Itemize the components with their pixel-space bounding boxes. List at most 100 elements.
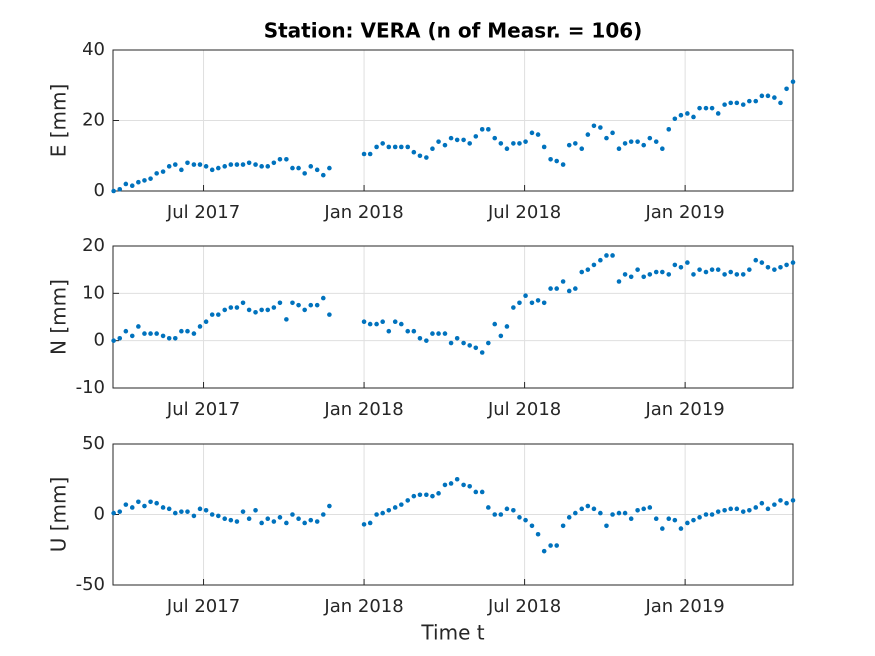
data-point	[123, 181, 129, 187]
data-point	[179, 509, 184, 514]
data-point	[541, 548, 547, 554]
data-point	[392, 319, 398, 325]
data-point	[228, 517, 234, 523]
data-point	[709, 267, 715, 272]
data-point	[479, 350, 485, 355]
data-point	[647, 505, 653, 510]
data-point	[314, 519, 320, 524]
data-point	[715, 509, 721, 514]
data-point	[191, 331, 197, 336]
data-point	[585, 132, 591, 137]
data-point	[498, 141, 504, 146]
x-tick-label: Jul 2017	[166, 399, 240, 420]
data-point	[302, 171, 307, 176]
data-point	[610, 253, 615, 258]
data-point	[361, 151, 367, 157]
data-point	[541, 144, 547, 150]
data-point	[172, 336, 178, 341]
data-point	[265, 164, 271, 169]
data-point	[511, 141, 516, 146]
data-point	[784, 86, 789, 92]
data-point	[234, 162, 240, 167]
data-point	[320, 512, 326, 517]
data-point	[314, 167, 320, 173]
data-point	[622, 141, 628, 146]
data-point	[579, 506, 585, 512]
data-point	[361, 522, 367, 527]
plot-area	[113, 246, 793, 388]
x-tick-label: Jul 2018	[487, 202, 561, 223]
data-point	[240, 300, 246, 306]
data-point	[560, 279, 566, 284]
data-point	[784, 500, 789, 506]
data-point	[222, 307, 228, 313]
data-point	[209, 512, 215, 517]
x-tick-label: Jan 2018	[323, 596, 403, 617]
data-point	[772, 95, 777, 100]
data-point	[222, 164, 228, 169]
data-point	[486, 340, 491, 346]
data-point	[442, 482, 448, 488]
data-point	[685, 260, 690, 265]
data-point	[111, 188, 116, 194]
data-point	[691, 517, 696, 523]
data-point	[179, 328, 184, 334]
data-point	[203, 507, 209, 513]
data-point	[765, 265, 771, 270]
y-axis-label: E [mm]	[47, 84, 71, 158]
x-tick-label: Jan 2019	[644, 399, 724, 420]
data-point	[715, 267, 721, 272]
data-point	[166, 336, 172, 341]
data-point	[653, 139, 659, 144]
data-point	[374, 321, 379, 327]
data-point	[296, 302, 301, 308]
data-point	[142, 178, 147, 183]
data-point	[734, 272, 740, 277]
data-point	[573, 141, 578, 146]
data-point	[253, 309, 258, 315]
data-point	[296, 516, 301, 522]
data-point	[548, 543, 553, 548]
data-point	[405, 144, 411, 150]
data-point	[129, 505, 135, 510]
x-tick-label: Jan 2018	[323, 399, 403, 420]
data-point	[529, 523, 535, 529]
data-point	[604, 135, 609, 141]
data-point	[259, 307, 264, 313]
data-point	[666, 272, 672, 277]
data-point	[517, 515, 522, 520]
data-point	[511, 305, 516, 310]
data-point	[386, 144, 392, 150]
data-point	[136, 324, 141, 329]
data-point	[759, 260, 765, 265]
data-point	[573, 510, 578, 516]
y-tick-label: 10	[82, 282, 105, 303]
data-point	[728, 100, 734, 106]
data-point	[778, 265, 783, 270]
y-tick-label: 20	[82, 235, 105, 256]
data-point	[454, 137, 460, 143]
data-point	[117, 509, 123, 514]
data-point	[678, 526, 684, 531]
data-point	[628, 274, 634, 280]
data-point	[136, 179, 141, 185]
data-point	[765, 506, 771, 512]
data-point	[722, 272, 727, 277]
data-point	[579, 269, 585, 275]
data-point	[672, 116, 678, 122]
data-point	[504, 146, 510, 151]
data-point	[467, 343, 472, 348]
data-point	[399, 502, 404, 507]
data-point	[117, 186, 123, 192]
data-point	[734, 506, 740, 512]
data-point	[790, 79, 796, 85]
data-point	[740, 509, 746, 514]
data-point	[246, 516, 252, 522]
data-point	[240, 509, 246, 514]
x-tick-label: Jan 2018	[323, 202, 403, 223]
data-point	[598, 257, 603, 263]
data-point	[290, 512, 295, 517]
data-point	[405, 498, 411, 503]
